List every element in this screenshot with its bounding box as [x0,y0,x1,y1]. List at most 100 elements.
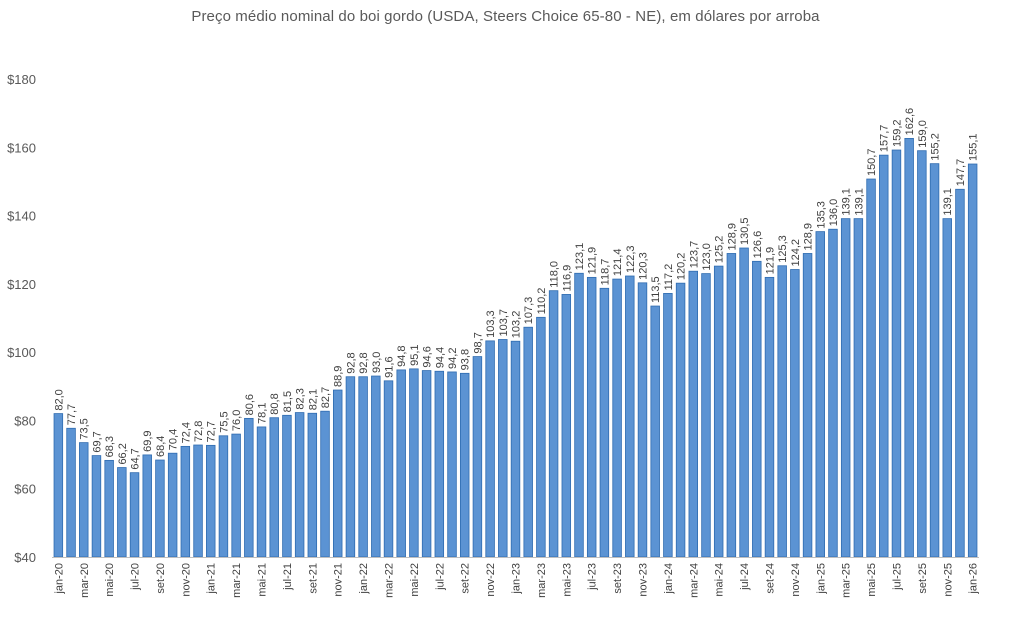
x-tick-label: set-23 [612,563,624,594]
bar-jul-23 [586,276,597,558]
data-label-jul-23: 121,9 [587,247,599,275]
bar-mar-20 [79,442,89,558]
y-tick-label: $160 [7,140,36,155]
x-tick-label: nov-20 [180,563,192,597]
bar-jun-25 [879,154,889,558]
bar-fev-25 [828,228,838,558]
data-label-nov-25: 139,1 [942,188,954,216]
data-label-jan-20: 82,0 [53,389,65,410]
bar-jun-24 [726,253,737,558]
x-tick-label: mai-25 [866,563,878,597]
bar-out-22 [472,356,483,558]
data-label-mar-21: 76,0 [231,410,243,431]
data-label-abr-24: 123,0 [701,243,713,271]
data-label-jul-22: 94,4 [434,347,446,368]
x-tick-label: jan-25 [815,563,827,595]
bar-jul-25 [891,149,902,558]
bar-jun-23 [574,272,584,558]
data-label-nov-24: 124,2 [790,239,802,267]
x-tick-label: jan-24 [663,563,675,595]
data-label-ago-24: 126,6 [752,231,764,259]
bar-jun-20 [117,467,127,558]
data-label-jun-21: 80,8 [269,393,281,414]
data-label-mar-25: 139,1 [841,188,853,216]
data-label-jun-20: 66,2 [117,443,129,464]
data-label-nov-22: 103,3 [485,310,497,338]
bar-fev-22 [371,375,381,558]
bar-mai-21 [256,426,267,558]
bar-set-22 [459,372,470,558]
x-tick-label: jan-23 [511,563,523,595]
data-label-out-25: 155,2 [930,133,942,161]
data-label-ago-21: 82,3 [295,388,307,409]
bar-set-25 [917,150,927,558]
bar-jan-26 [967,163,978,558]
data-label-nov-23: 120,3 [637,252,649,280]
bar-mai-22 [409,368,419,558]
data-label-mai-22: 95,1 [409,344,421,365]
data-label-jun-24: 128,9 [726,223,738,251]
data-label-jul-21: 81,5 [282,391,294,412]
x-tick-label: jan-20 [53,563,65,595]
data-label-abr-23: 118,0 [549,261,561,288]
bar-ago-22 [447,371,457,558]
bar-ago-25 [904,138,914,558]
y-tick-label: $120 [7,277,36,292]
x-tick-label: mai-23 [561,563,573,597]
bar-jan-20 [53,413,64,558]
data-label-jan-21: 72,7 [206,421,218,442]
x-tick-label: set-20 [155,563,167,594]
bar-jun-22 [421,370,432,558]
data-label-jun-25: 157,7 [879,125,891,153]
bar-abr-23 [548,290,559,558]
data-label-abr-21: 80,6 [244,394,256,415]
data-label-out-24: 125,3 [777,235,789,263]
y-tick-label: $140 [7,209,36,224]
bar-mar-21 [231,433,241,558]
data-label-nov-21: 88,9 [333,366,345,387]
data-label-fev-21: 75,5 [218,411,230,432]
bar-ago-21 [294,412,305,558]
bar-fev-20 [66,427,76,558]
bar-out-21 [320,410,330,558]
bar-dez-22 [498,339,508,558]
data-label-out-20: 70,4 [168,429,180,450]
data-label-mar-24: 123,7 [688,241,700,269]
x-tick-label: mar-22 [384,563,396,598]
bar-jan-21 [206,444,216,558]
data-label-fev-22: 93,0 [371,352,383,373]
data-label-fev-23: 107,3 [523,297,535,325]
bar-abr-24 [701,273,711,558]
bar-out-25 [929,163,940,558]
y-tick-label: $40 [14,550,36,565]
x-tick-label: mai-21 [257,563,269,597]
x-tick-label: set-25 [917,563,929,594]
chart-title: Preço médio nominal do boi gordo (USDA, … [191,8,820,25]
x-tick-label: nov-21 [333,563,345,597]
bar-jan-22 [358,376,368,558]
bar-jun-21 [269,417,279,558]
data-label-set-22: 93,8 [460,349,472,370]
bar-mar-22 [383,380,394,558]
bar-mai-25 [866,178,876,558]
bar-dez-25 [955,188,965,558]
bar-jan-23 [510,340,521,558]
data-label-abr-25: 139,1 [853,188,865,216]
data-label-set-24: 121,9 [764,247,776,275]
bar-mar-25 [840,218,851,558]
data-label-ago-25: 162,6 [904,108,916,136]
x-tick-label: set-22 [460,563,472,594]
x-tick-label: nov-24 [790,563,802,597]
bar-ago-20 [142,454,152,558]
data-label-dez-22: 103,7 [498,309,510,337]
bar-mai-23 [561,294,572,558]
y-tick-label: $80 [14,413,36,428]
data-label-fev-25: 136,0 [828,199,840,227]
x-tick-label: mar-23 [536,563,548,598]
bar-set-23 [612,278,622,558]
bar-fev-24 [675,282,686,558]
bar-jul-20 [129,472,140,558]
bar-jan-25 [815,231,825,558]
